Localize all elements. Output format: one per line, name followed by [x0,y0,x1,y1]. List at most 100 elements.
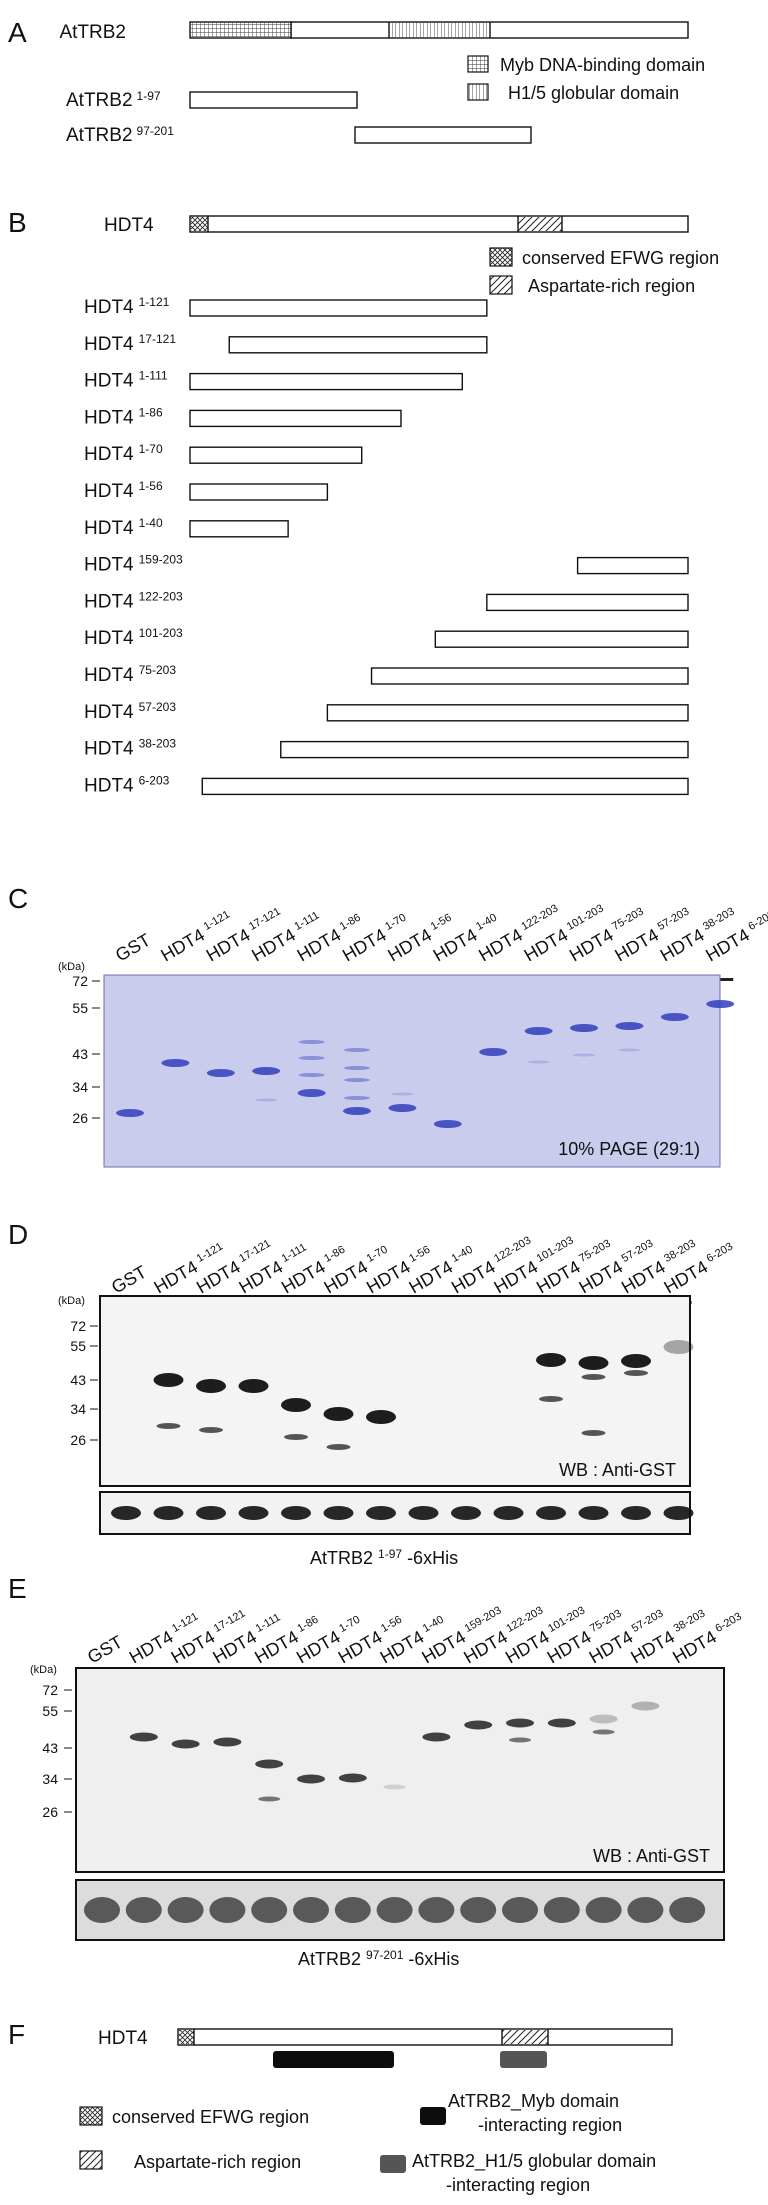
marker-labels: 72 55 43 34 26 [42,1682,72,1820]
band [547,1718,576,1728]
band [297,1089,326,1097]
band [527,1060,550,1064]
band [536,1506,566,1520]
band [255,1098,278,1102]
fragment-attrb2-1-97: AtTRB2 1-97 [66,89,358,111]
fragment-label: HDT4 38-203 [84,737,176,760]
hdt4-label: HDT4 [98,2028,148,2049]
fragment-label: HDT4 1-86 [84,405,163,428]
band [464,1720,493,1730]
band [391,1092,414,1096]
fragment-row: HDT4 57-203 [84,700,689,723]
band [581,1374,606,1380]
legend-aspartate-label: Aspartate-rich region [134,2152,301,2172]
lane-labels: GST HDT41-121HDT417-121HDT41-111HDT41-86H… [84,1604,744,1678]
band [84,1897,120,1923]
band [196,1506,226,1520]
band [323,1407,354,1421]
marker-label: 34 [72,1079,88,1095]
fragment-bar [189,446,363,464]
marker-label: 55 [70,1338,86,1354]
gel-bands [116,1000,735,1128]
marker-label: 72 [42,1682,58,1698]
panel-c: C GST HDT41-121HDT417-121HDT41-111HDT41-8… [8,883,768,1168]
band [460,1897,497,1923]
fragment-label: HDT4 1-40 [84,516,163,539]
band [585,1897,622,1923]
band [111,1506,141,1520]
fragment-label: HDT4 101-203 [84,626,183,649]
kda-unit: (kDa) [58,1295,85,1307]
marker-label: 72 [70,1318,86,1334]
panel-letter: D [8,1219,28,1250]
band [660,1013,689,1021]
panel-letter: B [8,207,27,238]
fragment-row: HDT4 1-121 [84,295,488,318]
band [199,1427,223,1433]
band [213,1737,242,1747]
fragment-bar [280,740,689,759]
band [621,1354,651,1368]
legend-myb-label: Myb DNA-binding domain [500,55,705,75]
blot-bands [129,1701,660,1802]
band [196,1379,226,1393]
band [156,1423,181,1429]
band [621,1506,651,1520]
fragment-label: HDT4 17-121 [84,332,176,355]
band [627,1897,664,1923]
band [298,1056,325,1060]
marker-label: 26 [42,1804,58,1820]
band [539,1396,563,1402]
fragment-label: HDT4 1-111 [84,369,168,392]
band [663,1340,694,1354]
fragment-row: HDT4 38-203 [84,737,689,760]
band [297,1774,325,1784]
fragment-label: HDT4 1-70 [84,442,163,465]
legend-myb-interacting: AtTRB2_Myb domain -interacting region [420,2091,622,2135]
legend-h15-interacting: AtTRB2_H1/5 globular domain -interacting… [380,2151,656,2195]
band [418,1897,455,1923]
band [624,1370,648,1376]
attrb2-full-bar [189,21,689,39]
fragment-bar [189,91,358,109]
band [663,1506,694,1520]
band [161,1059,190,1067]
fragment-bar [189,483,329,501]
band [618,1048,641,1052]
legend-efwg-label: conserved EFWG region [112,2107,309,2127]
band [153,1373,184,1387]
band [366,1506,396,1520]
h15-interacting-swatch [380,2155,406,2173]
fragment-row: HDT4 1-70 [84,442,363,465]
band [366,1410,396,1424]
aspartate-swatch [489,275,513,295]
fragment-label: HDT4 122-203 [84,589,183,612]
fragment-row: HDT4 159-203 [84,553,689,576]
band [251,1897,288,1923]
band [344,1066,370,1070]
band [153,1506,184,1520]
band [281,1506,311,1520]
fragment-row: HDT4 1-111 [84,369,464,392]
band [706,1000,735,1008]
band [451,1506,481,1520]
efwg-region [191,217,208,231]
myb-swatch [467,55,489,73]
fragment-row: HDT4 122-203 [84,589,689,612]
hdt4-label: HDT4 [104,215,154,236]
band [206,1069,235,1077]
loading-bands [111,1506,694,1520]
kda-unit: (kDa) [58,961,85,973]
fragment-label: HDT4 6-203 [84,773,170,796]
band [344,1096,370,1100]
fragment-label: HDT4 57-203 [84,700,176,723]
band [252,1067,281,1075]
panel-letter: E [8,1573,27,1604]
attrb2-label: AtTRB2 [59,22,126,43]
band [506,1718,534,1728]
lane-labels: GST HDT41-121HDT417-121HDT41-111HDT41-86H… [108,1234,735,1304]
band [334,1897,371,1923]
fragment-range: 97-201 [137,124,175,138]
